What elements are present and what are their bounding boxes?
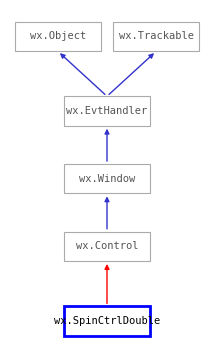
FancyBboxPatch shape <box>15 22 101 51</box>
FancyBboxPatch shape <box>64 96 150 126</box>
Text: wx.Control: wx.Control <box>76 242 138 251</box>
Text: wx.Trackable: wx.Trackable <box>119 32 194 41</box>
Text: wx.SpinCtrlDouble: wx.SpinCtrlDouble <box>54 316 160 326</box>
Text: wx.Window: wx.Window <box>79 174 135 184</box>
Text: wx.EvtHandler: wx.EvtHandler <box>66 106 148 116</box>
FancyBboxPatch shape <box>64 306 150 336</box>
Text: wx.Object: wx.Object <box>30 32 86 41</box>
FancyBboxPatch shape <box>113 22 199 51</box>
FancyBboxPatch shape <box>64 164 150 194</box>
FancyBboxPatch shape <box>64 232 150 261</box>
